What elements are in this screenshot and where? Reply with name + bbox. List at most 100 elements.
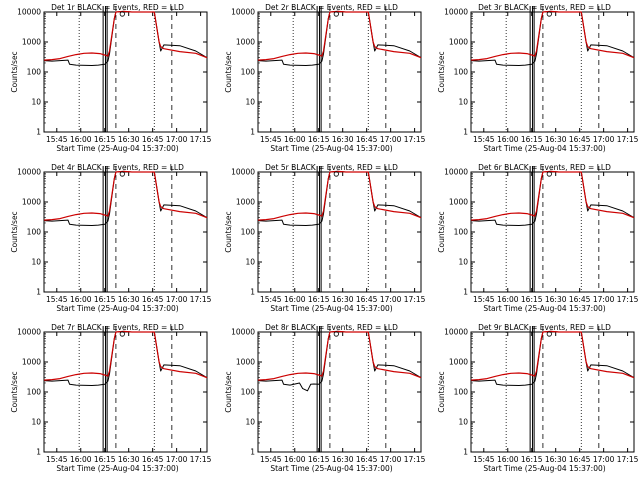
- y-axis-label: Counts/sec: [10, 211, 19, 252]
- panel-title: Det 6r BLACK = Events, RED = LLD: [478, 163, 611, 172]
- y-tick-label: 100: [27, 68, 42, 77]
- series-line-events: [257, 10, 422, 66]
- y-tick-label: 10: [458, 98, 468, 107]
- peak-marker-circle: [546, 331, 552, 337]
- x-tick-label: 16:30: [118, 455, 140, 464]
- series-line-events: [43, 170, 208, 226]
- y-tick-label: 10000: [444, 328, 468, 337]
- y-tick-label: 1: [36, 448, 41, 457]
- x-tick-label: 16:45: [142, 455, 164, 464]
- series-line-lld: [470, 330, 635, 381]
- panel-title: Det 1r BLACK = Events, RED = LLD: [51, 3, 184, 12]
- x-tick-label: 16:30: [545, 295, 567, 304]
- y-tick-label: 10: [31, 258, 41, 267]
- y-tick-label: 1000: [22, 198, 41, 207]
- panel-title: Det 7r BLACK = Events, RED = LLD: [51, 323, 184, 332]
- y-tick-label: 10: [245, 258, 255, 267]
- y-axis-label: Counts/sec: [437, 371, 446, 412]
- y-tick-label: 10: [31, 98, 41, 107]
- x-tick-label: 17:15: [404, 135, 426, 144]
- x-tick-label: 16:00: [284, 295, 306, 304]
- x-tick-label: 16:00: [497, 135, 519, 144]
- x-tick-label: 15:45: [46, 295, 68, 304]
- series-line-lld: [43, 330, 208, 381]
- x-tick-label: 16:15: [94, 455, 116, 464]
- x-axis-label: Start Time (25-Aug-04 15:37:00): [270, 464, 392, 473]
- y-tick-label: 100: [454, 388, 469, 397]
- y-tick-label: 1000: [449, 358, 468, 367]
- x-tick-label: 17:00: [593, 455, 615, 464]
- panel-title: Det 8r BLACK = Events, RED = LLD: [265, 323, 398, 332]
- y-tick-label: 1000: [22, 38, 41, 47]
- x-tick-label: 17:00: [593, 295, 615, 304]
- y-tick-label: 1: [250, 128, 255, 137]
- plot-frame: [43, 331, 208, 453]
- series-line-events: [257, 330, 422, 392]
- peak-marker-circle: [119, 171, 125, 177]
- plot-frame: [257, 171, 422, 293]
- series-line-lld: [257, 330, 422, 381]
- peak-marker-circle: [546, 171, 552, 177]
- panel-title: Det 3r BLACK = Events, RED = LLD: [478, 3, 611, 12]
- x-tick-label: 16:45: [569, 455, 591, 464]
- x-tick-label: 16:45: [569, 295, 591, 304]
- plot-frame: [257, 331, 422, 453]
- panel-title: Det 5r BLACK = Events, RED = LLD: [265, 163, 398, 172]
- x-tick-label: 16:30: [332, 455, 354, 464]
- panel-det-4r: Det 4r BLACK = Events, RED = LLD 1 10 100 10…: [10, 163, 212, 313]
- plot-frame: [470, 11, 635, 133]
- peak-marker-circle: [119, 11, 125, 17]
- y-tick-label: 1000: [22, 358, 41, 367]
- y-tick-label: 100: [241, 388, 256, 397]
- series-line-events: [43, 330, 208, 386]
- y-tick-label: 100: [241, 228, 256, 237]
- x-tick-label: 16:30: [332, 295, 354, 304]
- plot-frame: [43, 171, 208, 293]
- y-axis-label: Counts/sec: [224, 371, 233, 412]
- x-tick-label: 16:00: [497, 455, 519, 464]
- y-tick-label: 1: [36, 128, 41, 137]
- panel-det-2r: Det 2r BLACK = Events, RED = LLD 1 10 100 10…: [224, 3, 426, 153]
- x-tick-label: 15:45: [260, 455, 282, 464]
- series-line-lld: [43, 170, 208, 221]
- x-axis-label: Start Time (25-Aug-04 15:37:00): [56, 304, 178, 313]
- y-tick-label: 10: [245, 98, 255, 107]
- series-line-lld: [470, 170, 635, 221]
- x-tick-label: 15:45: [260, 295, 282, 304]
- series-line-events: [470, 170, 635, 226]
- x-tick-label: 16:30: [545, 135, 567, 144]
- y-tick-label: 10000: [17, 328, 41, 337]
- series-line-lld: [43, 10, 208, 61]
- y-axis-label: Counts/sec: [437, 51, 446, 92]
- y-tick-label: 100: [27, 228, 42, 237]
- x-tick-label: 17:15: [617, 295, 639, 304]
- x-axis-label: Start Time (25-Aug-04 15:37:00): [483, 304, 605, 313]
- y-tick-label: 1000: [449, 198, 468, 207]
- x-tick-label: 17:15: [190, 135, 212, 144]
- y-axis-label: Counts/sec: [10, 371, 19, 412]
- y-axis-label: Counts/sec: [224, 51, 233, 92]
- x-tick-label: 17:15: [404, 455, 426, 464]
- x-tick-label: 17:00: [166, 295, 188, 304]
- y-tick-label: 1000: [236, 38, 255, 47]
- series-line-events: [470, 330, 635, 386]
- x-tick-label: 16:45: [142, 135, 164, 144]
- x-tick-label: 17:15: [617, 455, 639, 464]
- x-tick-label: 15:45: [473, 135, 495, 144]
- y-tick-label: 100: [454, 228, 469, 237]
- x-axis-label: Start Time (25-Aug-04 15:37:00): [56, 144, 178, 153]
- y-tick-label: 10000: [17, 168, 41, 177]
- y-tick-label: 10000: [444, 168, 468, 177]
- y-tick-label: 10000: [231, 328, 255, 337]
- x-tick-label: 16:30: [332, 135, 354, 144]
- plot-frame: [470, 171, 635, 293]
- x-tick-label: 17:00: [593, 135, 615, 144]
- x-tick-label: 16:45: [569, 135, 591, 144]
- x-tick-label: 16:00: [284, 135, 306, 144]
- x-tick-label: 15:45: [46, 455, 68, 464]
- x-axis-label: Start Time (25-Aug-04 15:37:00): [56, 464, 178, 473]
- x-tick-label: 16:15: [94, 135, 116, 144]
- y-axis-label: Counts/sec: [437, 211, 446, 252]
- y-tick-label: 1: [36, 288, 41, 297]
